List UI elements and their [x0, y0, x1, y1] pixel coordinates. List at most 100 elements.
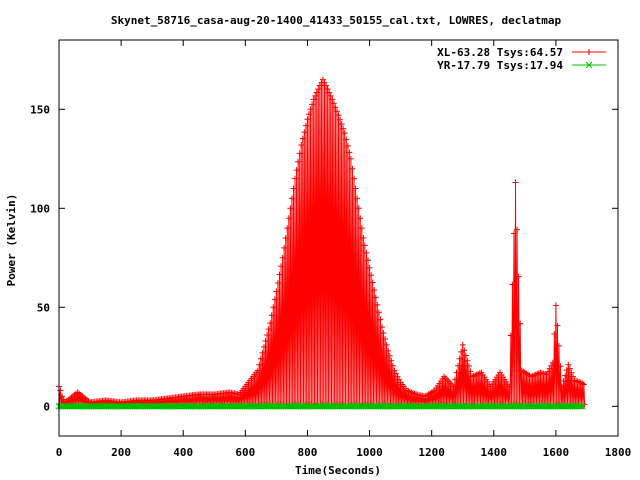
- series-xl-point: [507, 332, 514, 339]
- series-xl-point: [333, 108, 340, 115]
- series-xl-point: [329, 96, 336, 103]
- series-xl-point: [309, 101, 316, 108]
- series-xl-point: [464, 357, 471, 364]
- series-xl-point: [374, 301, 381, 308]
- legend-label: XL-63.28 Tsys:64.57: [437, 46, 563, 59]
- series-xl-point: [517, 320, 524, 327]
- series-xl-point: [352, 185, 359, 192]
- series-xl-point: [557, 363, 564, 370]
- series-xl-point: [313, 89, 320, 96]
- series-xl-point: [274, 280, 281, 287]
- series-xl-point: [450, 383, 457, 390]
- series-xl-point: [506, 383, 513, 390]
- series-xl-point: [559, 383, 566, 390]
- series-xl-point: [290, 185, 297, 192]
- x-tick-label: 400: [173, 446, 193, 459]
- series-xl-point: [335, 112, 342, 119]
- x-tick-label: 1600: [543, 446, 570, 459]
- series-xl-point: [465, 363, 472, 370]
- series-xl-point: [330, 100, 337, 107]
- series-xl-point: [316, 82, 323, 89]
- series-xl-point: [551, 331, 558, 338]
- axis-ticks: 0 200 400 600 800 1000 1200 1400 1600 1800 0 50 100 1…: [30, 40, 631, 459]
- series-xl-point: [256, 361, 263, 368]
- series-xl-point: [332, 104, 339, 111]
- series-xl-point: [264, 332, 271, 339]
- series-xl-point: [270, 304, 277, 311]
- series-xl-point: [327, 92, 334, 99]
- series-xl-point: [462, 352, 469, 359]
- series-xl-point: [569, 373, 576, 380]
- series-xl-point: [287, 205, 294, 212]
- series-xl-point: [355, 205, 362, 212]
- series-layer: [55, 76, 588, 410]
- series-xl-point: [555, 342, 562, 349]
- series-xl-point: [375, 309, 382, 316]
- series-xl-point: [57, 387, 64, 394]
- series-xl-point: [301, 129, 308, 136]
- y-tick-label: 100: [30, 202, 50, 215]
- legend-marker: [586, 49, 592, 55]
- series-xl-line: [58, 79, 586, 407]
- series-xl-point: [361, 242, 368, 249]
- series-xl-point: [271, 296, 278, 303]
- series-xl-point: [360, 235, 367, 241]
- legend-label: YR-17.79 Tsys:17.94: [437, 59, 563, 72]
- series-xl-point: [310, 96, 317, 103]
- series-xl-point: [354, 195, 361, 202]
- series-xl-point: [461, 347, 468, 354]
- series-xl-point: [337, 116, 344, 123]
- series-xl-point: [326, 89, 333, 96]
- series-yr: [55, 402, 586, 410]
- series-xl-point: [378, 324, 385, 331]
- series-xl-point: [514, 226, 521, 233]
- legend-marker: [585, 61, 593, 69]
- series-xl-point: [340, 125, 347, 132]
- series-xl-point: [343, 136, 350, 143]
- series-xl-point: [459, 341, 466, 348]
- series-xl-point: [278, 263, 285, 270]
- x-tick-label: 200: [111, 446, 131, 459]
- series-xl-point: [560, 378, 567, 385]
- series-xl-point: [257, 355, 264, 362]
- series-xl-point: [279, 254, 286, 261]
- series-xl-point: [344, 142, 351, 149]
- series-xl-point: [380, 330, 387, 337]
- series-xl-point: [549, 359, 556, 366]
- series-xl-point: [455, 362, 462, 369]
- series-xl-point: [372, 294, 379, 301]
- series-xl-point: [386, 352, 393, 359]
- series-xl-point: [580, 381, 587, 388]
- y-axis-label: Power (Kelvin): [5, 194, 18, 287]
- series-xl-point: [276, 271, 283, 278]
- series-xl-point: [267, 320, 274, 327]
- y-tick-label: 0: [43, 400, 50, 413]
- series-xl-point: [565, 361, 572, 368]
- series-xl-point: [288, 195, 295, 202]
- series-xl-point: [323, 82, 330, 89]
- series-xl-point: [260, 343, 267, 350]
- series-xl-point: [305, 111, 312, 118]
- series-xl-point: [383, 341, 390, 348]
- series-xl-point: [296, 150, 303, 157]
- x-tick-label: 1000: [356, 446, 383, 459]
- series-xl-point: [315, 86, 322, 93]
- series-xl-point: [385, 347, 392, 354]
- series-xl-point: [453, 369, 460, 376]
- series-xl-point: [281, 244, 288, 251]
- series-xl-point: [285, 215, 292, 222]
- series-xl-point: [292, 175, 299, 182]
- series-xl-point: [515, 273, 522, 280]
- series-xl-point: [321, 79, 328, 86]
- series-xl-point: [512, 179, 519, 186]
- series-xl-point: [338, 121, 345, 128]
- series-xl-point: [389, 362, 396, 369]
- series-xl: [56, 76, 588, 408]
- series-xl-point: [307, 106, 314, 113]
- chart-title: Skynet_58716_casa-aug-20-1400_41433_5015…: [111, 14, 562, 27]
- series-xl-point: [349, 165, 356, 172]
- series-xl-point: [262, 337, 269, 344]
- x-axis-label: Time(Seconds): [295, 464, 381, 477]
